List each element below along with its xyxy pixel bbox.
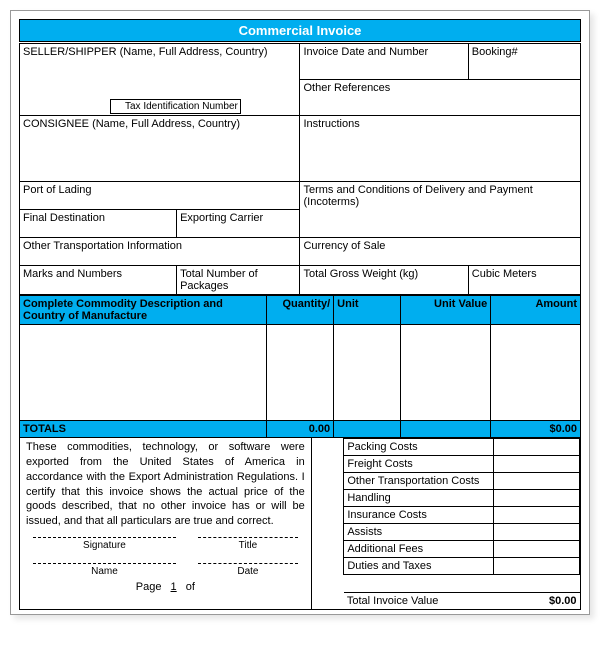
cost-duties: Duties and Taxes xyxy=(344,558,494,575)
title-label: Title xyxy=(198,540,298,551)
signature-label: Signature xyxy=(33,540,176,551)
cost-assists: Assists xyxy=(344,524,494,541)
gross-weight-label: Total Gross Weight (kg) xyxy=(303,268,418,280)
cost-freight: Freight Costs xyxy=(344,456,494,473)
totals-label: TOTALS xyxy=(20,421,267,438)
consignee-label: CONSIGNEE (Name, Full Address, Country) xyxy=(23,118,240,130)
total-invoice-label: Total Invoice Value xyxy=(344,593,494,610)
col-unitval: Unit Value xyxy=(401,296,491,325)
booking-label: Booking# xyxy=(472,46,518,58)
currency-label: Currency of Sale xyxy=(303,240,385,252)
totals-qty: 0.00 xyxy=(266,421,333,438)
port-lading-label: Port of Lading xyxy=(23,184,92,196)
col-amount: Amount xyxy=(491,296,581,325)
col-unit: Unit xyxy=(334,296,401,325)
total-invoice-value: $0.00 xyxy=(494,593,580,610)
name-label: Name xyxy=(33,566,176,577)
exporting-carrier-label: Exporting Carrier xyxy=(180,212,263,224)
terms-label: Terms and Conditions of Delivery and Pay… xyxy=(303,184,532,208)
cubic-meters-label: Cubic Meters xyxy=(472,268,537,280)
taxid-label: Tax Identification Number xyxy=(110,99,241,114)
cost-additional: Additional Fees xyxy=(344,541,494,558)
cost-packing: Packing Costs xyxy=(344,439,494,456)
packages-label: Total Number of Packages xyxy=(180,268,258,292)
costs-table: Packing Costs Freight Costs Other Transp… xyxy=(312,438,580,609)
footer-grid: These commodities, technology, or softwa… xyxy=(19,438,581,610)
col-qty: Quantity/ xyxy=(266,296,333,325)
instructions-label: Instructions xyxy=(303,118,359,130)
final-dest-label: Final Destination xyxy=(23,212,105,224)
page-title: Commercial Invoice xyxy=(19,19,581,42)
page-indicator: Page 1 of xyxy=(30,581,301,593)
invoice-sheet: Commercial Invoice SELLER/SHIPPER (Name,… xyxy=(10,10,590,615)
col-desc: Complete Commodity Description and Count… xyxy=(20,296,267,325)
cost-insurance: Insurance Costs xyxy=(344,507,494,524)
other-refs-label: Other References xyxy=(303,82,390,94)
cost-other: Other Transportation Costs xyxy=(344,473,494,490)
cost-handling: Handling xyxy=(344,490,494,507)
page-number: 1 xyxy=(171,581,177,593)
invoice-date-label: Invoice Date and Number xyxy=(303,46,428,58)
other-trans-label: Other Transportation Information xyxy=(23,240,182,252)
item-desc-cell[interactable] xyxy=(20,325,267,421)
header-grid: SELLER/SHIPPER (Name, Full Address, Coun… xyxy=(19,43,581,295)
marks-label: Marks and Numbers xyxy=(23,268,122,280)
items-grid: Complete Commodity Description and Count… xyxy=(19,295,581,438)
seller-label: SELLER/SHIPPER (Name, Full Address, Coun… xyxy=(23,46,268,58)
totals-amount: $0.00 xyxy=(491,421,581,438)
date-label: Date xyxy=(198,566,298,577)
certification-text: These commodities, technology, or softwa… xyxy=(20,438,311,531)
